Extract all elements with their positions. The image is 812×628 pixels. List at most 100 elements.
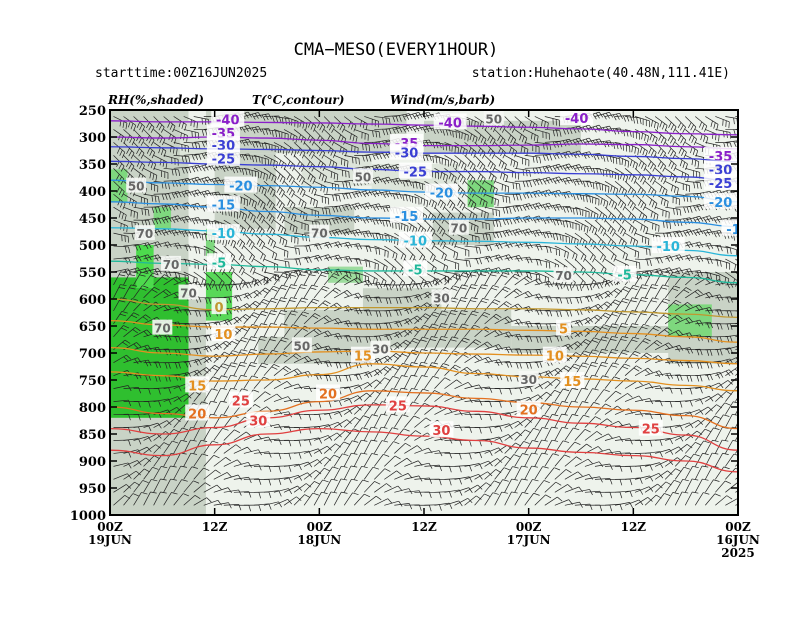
wind-barb [223,374,237,389]
wind-barb [163,429,180,441]
wind-barb [715,258,731,270]
wind-barb [243,206,256,223]
wind-barb [253,451,272,458]
wind-barb [263,364,280,376]
wind-barb [313,271,329,286]
wind-barb [474,460,493,467]
wind-barb [544,163,563,172]
wind-barb [384,245,398,261]
wind-barb [353,439,368,454]
wind-barb [454,412,473,419]
wind-barb [534,381,553,389]
wind-barb [143,444,161,454]
temperature-contour-label: -20 [704,192,738,211]
wind-barb [504,318,523,326]
wind-barb [584,476,603,483]
wind-barb [354,371,373,378]
wind-barb [313,467,330,480]
wind-barb [243,478,262,485]
wind-barb [373,426,388,441]
temperature-contour-label: -10 [651,237,685,255]
wind-barb [153,431,171,441]
wind-barb [655,372,674,380]
wind-barb [263,245,278,261]
wind-barb [514,275,533,286]
wind-barb [544,467,561,480]
wind-barb [374,377,391,389]
y-tick-label: 250 [79,104,106,119]
x-tick-label: 12Z [621,520,647,534]
y-tick-label: 350 [79,158,106,173]
wind-barb [313,491,328,506]
rh-label: 50 [483,110,504,127]
wind-barb [183,271,198,285]
wind-barb [333,419,352,428]
wind-barb [474,341,493,351]
wind-barb [133,285,149,299]
wind-barb [594,389,610,402]
wind-barb [333,453,349,467]
wind-barb [283,219,298,234]
wind-barb [253,245,266,262]
temperature-contour-label: 0 [211,298,227,316]
rh-label: 70 [161,255,182,272]
wind-barb [524,427,540,441]
wind-barb [514,418,533,428]
wind-barb [464,413,482,421]
wind-barb [213,375,228,389]
wind-barb [193,497,212,506]
wind-barb [695,406,714,415]
wind-barb [314,412,332,420]
wind-barb [243,449,262,456]
wind-barb [514,429,531,441]
wind-barb [243,362,258,376]
wind-barb [223,350,239,363]
wind-barb [283,284,298,299]
wind-barb [283,193,296,211]
wind-barb [664,314,683,325]
wind-barb [634,297,649,312]
wind-barb [504,466,519,480]
wind-barb [374,468,391,480]
wind-barb [374,245,389,258]
wind-barb [414,336,429,350]
temperature-contour-label: -10 [206,224,240,242]
wind-barb [544,414,559,428]
wind-barb [484,313,502,325]
wind-barb [484,271,499,286]
wind-barb [223,444,242,454]
wind-barb [654,284,669,299]
wind-barb [474,400,492,408]
wind-barb [263,129,281,138]
wind-barb [694,428,711,441]
wind-barb [133,425,152,432]
wind-barb [273,488,293,495]
wind-barb [344,271,361,281]
wind-barb [283,383,303,390]
wind-barb [434,336,448,350]
wind-barb [404,490,423,497]
wind-barb [625,477,643,484]
wind-barb [675,422,694,429]
wind-barb [664,271,679,286]
wind-barb [243,336,258,350]
wind-barb [273,477,292,484]
wind-barb [374,258,388,273]
rh-patch [328,266,363,283]
wind-barb [434,155,449,167]
wind-barb [233,193,249,207]
wind-barb [614,336,629,350]
temperature-contour-label: 20 [516,400,541,419]
wind-barb [203,364,221,376]
rh-label: 50 [352,168,373,184]
wind-barb [374,498,393,506]
wind-barb [273,245,289,258]
wind-barb [594,193,609,208]
wind-barb [364,129,381,138]
wind-barb [173,465,187,480]
wind-barb [353,493,371,506]
wind-barb [374,232,390,243]
wind-barb [444,273,461,286]
wind-barb [434,245,447,262]
wind-barb [444,129,461,139]
